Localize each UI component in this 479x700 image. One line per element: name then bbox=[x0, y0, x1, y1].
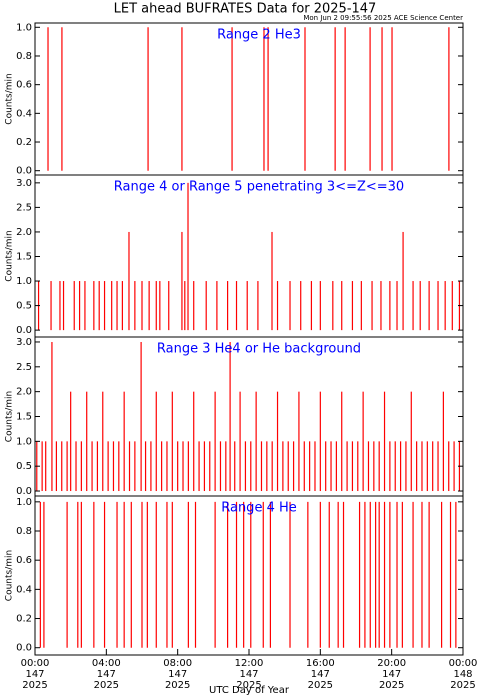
x-tick-day: 147 bbox=[25, 669, 44, 680]
x-tick-year: 2025 bbox=[165, 680, 190, 691]
y-tick-label: 1.0 bbox=[16, 276, 32, 287]
y-tick-label: 0.6 bbox=[16, 555, 32, 566]
x-tick-day: 148 bbox=[453, 669, 472, 680]
x-tick-year: 2025 bbox=[450, 680, 475, 691]
x-tick-label: 00:00 bbox=[449, 658, 478, 669]
y-axis-label: Counts/min bbox=[5, 230, 15, 281]
x-tick-day: 147 bbox=[168, 669, 187, 680]
y-tick-label: 0.0 bbox=[16, 643, 32, 654]
x-tick-year: 2025 bbox=[308, 680, 333, 691]
panel-title: Range 4 He bbox=[221, 501, 297, 516]
y-axis-label: Counts/min bbox=[5, 550, 15, 601]
y-tick-label: 0.0 bbox=[16, 486, 32, 497]
panel-frame bbox=[34, 495, 464, 656]
x-tick-day: 147 bbox=[311, 669, 330, 680]
panel-frame bbox=[34, 22, 464, 176]
y-tick-label: 1.0 bbox=[16, 436, 32, 447]
y-tick-label: 0.5 bbox=[16, 301, 32, 312]
y-tick-label: 0.6 bbox=[16, 80, 32, 91]
panel-frame bbox=[34, 336, 464, 497]
x-tick-label: 20:00 bbox=[377, 658, 406, 669]
x-axis-label: UTC Day of Year bbox=[209, 685, 290, 696]
panel-title: Range 2 He3 bbox=[217, 28, 301, 43]
x-tick-day: 147 bbox=[239, 669, 258, 680]
y-tick-label: 2.5 bbox=[16, 202, 32, 213]
x-tick-year: 2025 bbox=[94, 680, 119, 691]
y-tick-label: 0.0 bbox=[16, 325, 32, 336]
x-tick-day: 147 bbox=[382, 669, 401, 680]
y-tick-label: 1.5 bbox=[16, 251, 32, 262]
chart-title: LET ahead BUFRATES Data for 2025-147 bbox=[114, 2, 377, 17]
x-tick-year: 2025 bbox=[379, 680, 404, 691]
y-tick-label: 1.5 bbox=[16, 412, 32, 423]
y-tick-label: 0.5 bbox=[16, 461, 32, 472]
x-tick-day: 147 bbox=[97, 669, 116, 680]
x-tick-label: 04:00 bbox=[92, 658, 121, 669]
x-tick-label: 00:00 bbox=[21, 658, 50, 669]
x-tick-label: 12:00 bbox=[235, 658, 264, 669]
y-tick-label: 0.4 bbox=[16, 584, 32, 595]
y-tick-label: 1.0 bbox=[16, 22, 32, 33]
y-tick-label: 0.2 bbox=[16, 614, 32, 625]
panel-title: Range 3 He4 or He background bbox=[157, 342, 361, 357]
y-tick-label: 3.0 bbox=[16, 337, 32, 348]
y-tick-label: 0.8 bbox=[16, 51, 32, 62]
y-tick-label: 0.4 bbox=[16, 108, 32, 119]
timestamp: Mon Jun 2 09:55:56 2025 ACE Science Cent… bbox=[303, 14, 463, 22]
panel-title: Range 4 or Range 5 penetrating 3<=Z<=30 bbox=[114, 180, 404, 195]
x-tick-label: 08:00 bbox=[163, 658, 192, 669]
y-tick-label: 2.5 bbox=[16, 362, 32, 373]
y-tick-label: 0.0 bbox=[16, 166, 32, 177]
y-tick-label: 2.0 bbox=[16, 387, 32, 398]
x-tick-year: 2025 bbox=[22, 680, 47, 691]
x-tick-year: 2025 bbox=[236, 680, 261, 691]
y-tick-label: 1.0 bbox=[16, 497, 32, 508]
y-axis-label: Counts/min bbox=[5, 73, 15, 124]
y-axis-label: Counts/min bbox=[5, 391, 15, 442]
y-tick-label: 3.0 bbox=[16, 178, 32, 189]
y-tick-label: 0.2 bbox=[16, 137, 32, 148]
y-tick-label: 2.0 bbox=[16, 227, 32, 238]
x-tick-label: 16:00 bbox=[306, 658, 335, 669]
y-tick-label: 0.8 bbox=[16, 526, 32, 537]
